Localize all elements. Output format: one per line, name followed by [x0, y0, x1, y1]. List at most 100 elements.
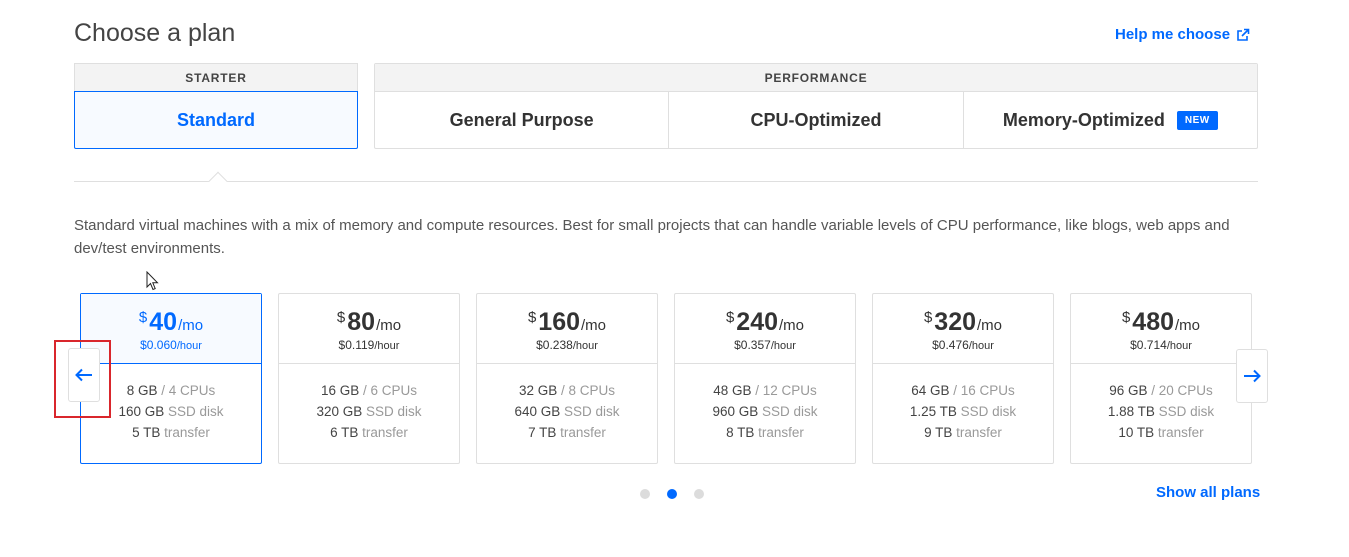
spec-disk-row: 320 GB SSD disk: [279, 401, 459, 422]
plan-specs: 48 GB / 12 CPUs 960 GB SSD disk 8 TB trans…: [675, 364, 855, 443]
tab-cpu-optimized[interactable]: CPU-Optimized: [668, 92, 962, 149]
spec-transfer-label: transfer: [956, 425, 1002, 440]
price-amount: 160: [538, 308, 581, 336]
hourly-price: $0.714/hour: [1071, 338, 1251, 352]
price-amount: 320: [934, 308, 977, 336]
hourly-unit: /hour: [770, 340, 796, 352]
external-link-icon: [1237, 28, 1250, 41]
spec-memory-cpu: 48 GB / 12 CPUs: [675, 380, 855, 401]
hourly-price: $0.238/hour: [477, 338, 657, 352]
plan-card[interactable]: $480/mo $0.714/hour 96 GB / 20 CPUs 1.88 TB…: [1070, 293, 1252, 464]
help-link-label: Help me choose: [1115, 26, 1231, 43]
tab-standard[interactable]: Standard: [74, 91, 358, 149]
hourly-unit: /hour: [1166, 340, 1192, 352]
hourly-amount: $0.714: [1130, 338, 1167, 352]
spec-transfer-row: 9 TB transfer: [873, 422, 1053, 443]
hourly-unit: /hour: [572, 340, 598, 352]
spec-memory-cpu: 96 GB / 20 CPUs: [1071, 380, 1251, 401]
spec-disk-label: SSD disk: [960, 404, 1017, 419]
next-plans-button[interactable]: [1236, 349, 1268, 403]
spec-memory: 96 GB: [1109, 383, 1148, 398]
starter-group: STARTER Standard: [74, 63, 358, 149]
spec-transfer-row: 5 TB transfer: [81, 422, 261, 443]
price-currency: $: [923, 309, 933, 326]
spec-disk-row: 960 GB SSD disk: [675, 401, 855, 422]
plan-specs: 8 GB / 4 CPUs 160 GB SSD disk 5 TB transfe…: [81, 364, 261, 443]
price-amount: 480: [1132, 308, 1175, 336]
spec-disk: 1.25 TB: [909, 404, 957, 419]
spec-transfer-row: 10 TB transfer: [1071, 422, 1251, 443]
price-currency: $: [336, 309, 346, 326]
performance-header: PERFORMANCE: [375, 64, 1257, 92]
hourly-amount: $0.238: [536, 338, 573, 352]
tab-divider: [74, 181, 1258, 182]
tab-memory-optimized[interactable]: Memory-Optimized NEW: [962, 92, 1257, 149]
spec-disk: 960 GB: [712, 404, 759, 419]
spec-disk-label: SSD disk: [564, 404, 620, 419]
hourly-amount: $0.119: [338, 338, 375, 352]
spec-disk: 1.88 TB: [1107, 404, 1155, 419]
price-unit: /mo: [376, 317, 402, 334]
spec-memory-cpu: 32 GB / 8 CPUs: [477, 380, 657, 401]
pagination-dot[interactable]: [694, 489, 704, 499]
plan-card[interactable]: $320/mo $0.476/hour 64 GB / 16 CPUs 1.25 TB…: [872, 293, 1054, 464]
spec-disk-row: 160 GB SSD disk: [81, 401, 261, 422]
starter-header: STARTER: [74, 63, 358, 91]
previous-plans-button[interactable]: [68, 348, 100, 402]
price-unit: /mo: [1175, 317, 1201, 334]
plan-card[interactable]: $160/mo $0.238/hour 32 GB / 8 CPUs 640 GB S…: [476, 293, 658, 464]
tab-general-purpose-label: General Purpose: [449, 110, 594, 130]
spec-memory-cpu: 64 GB / 16 CPUs: [873, 380, 1053, 401]
spec-cpus: / 16 CPUs: [953, 383, 1015, 398]
tab-general-purpose[interactable]: General Purpose: [375, 92, 668, 149]
price-amount: 40: [149, 308, 178, 336]
pagination-dot[interactable]: [667, 489, 677, 499]
mouse-cursor-icon: [146, 271, 159, 291]
page-title: Choose a plan: [74, 19, 236, 47]
hourly-amount: $0.060: [140, 338, 177, 352]
plan-price: $320/mo $0.476/hour: [873, 294, 1053, 364]
spec-transfer-row: 8 TB transfer: [675, 422, 855, 443]
show-all-plans-link[interactable]: Show all plans: [1156, 484, 1261, 501]
plan-price: $480/mo $0.714/hour: [1071, 294, 1251, 364]
hourly-price: $0.476/hour: [873, 338, 1053, 352]
hourly-unit: /hour: [176, 340, 202, 352]
spec-disk-label: SSD disk: [168, 404, 224, 419]
price-currency: $: [1121, 309, 1131, 326]
tab-standard-label: Standard: [176, 109, 255, 130]
plan-description: Standard virtual machines with a mix of …: [74, 217, 1230, 257]
spec-memory: 32 GB: [518, 383, 558, 398]
price-unit: /mo: [779, 317, 805, 334]
spec-disk: 160 GB: [118, 404, 165, 419]
spec-memory-cpu: 16 GB / 6 CPUs: [279, 380, 459, 401]
spec-disk-label: SSD disk: [762, 404, 818, 419]
plan-specs: 16 GB / 6 CPUs 320 GB SSD disk 6 TB transf…: [279, 364, 459, 443]
help-me-choose-link[interactable]: Help me choose: [1115, 26, 1250, 43]
spec-cpus: / 20 CPUs: [1151, 383, 1213, 398]
pagination-dots: [640, 489, 704, 499]
spec-disk-row: 640 GB SSD disk: [477, 401, 657, 422]
tab-cpu-optimized-label: CPU-Optimized: [750, 110, 882, 130]
pagination-dot[interactable]: [640, 489, 650, 499]
spec-disk-label: SSD disk: [366, 404, 422, 419]
plan-card[interactable]: $80/mo $0.119/hour 16 GB / 6 CPUs 320 GB SS…: [278, 293, 460, 464]
price-currency: $: [527, 309, 537, 326]
spec-disk-row: 1.25 TB SSD disk: [873, 401, 1053, 422]
plan-price: $160/mo $0.238/hour: [477, 294, 657, 364]
performance-group: PERFORMANCE General Purpose CPU-Optimize…: [374, 63, 1258, 149]
spec-memory: 8 GB: [126, 383, 158, 398]
spec-transfer-label: transfer: [1157, 425, 1204, 440]
spec-disk-row: 1.88 TB SSD disk: [1071, 401, 1251, 422]
spec-transfer: 8 TB: [726, 425, 755, 440]
hourly-price: $0.119/hour: [279, 338, 459, 352]
arrow-right-icon: [1244, 369, 1261, 383]
plan-card[interactable]: $240/mo $0.357/hour 48 GB / 12 CPUs 960 GB …: [674, 293, 856, 464]
spec-transfer: 6 TB: [330, 425, 359, 440]
hourly-amount: $0.357: [734, 338, 771, 352]
active-tab-notch: [207, 170, 229, 182]
plan-card[interactable]: $40/mo $0.060/hour 8 GB / 4 CPUs 160 GB SSD…: [80, 293, 262, 464]
plan-specs: 96 GB / 20 CPUs 1.88 TB SSD disk 10 TB tra…: [1071, 364, 1251, 443]
spec-memory-cpu: 8 GB / 4 CPUs: [81, 380, 261, 401]
price-amount: 80: [347, 308, 376, 336]
hourly-unit: /hour: [968, 340, 994, 352]
